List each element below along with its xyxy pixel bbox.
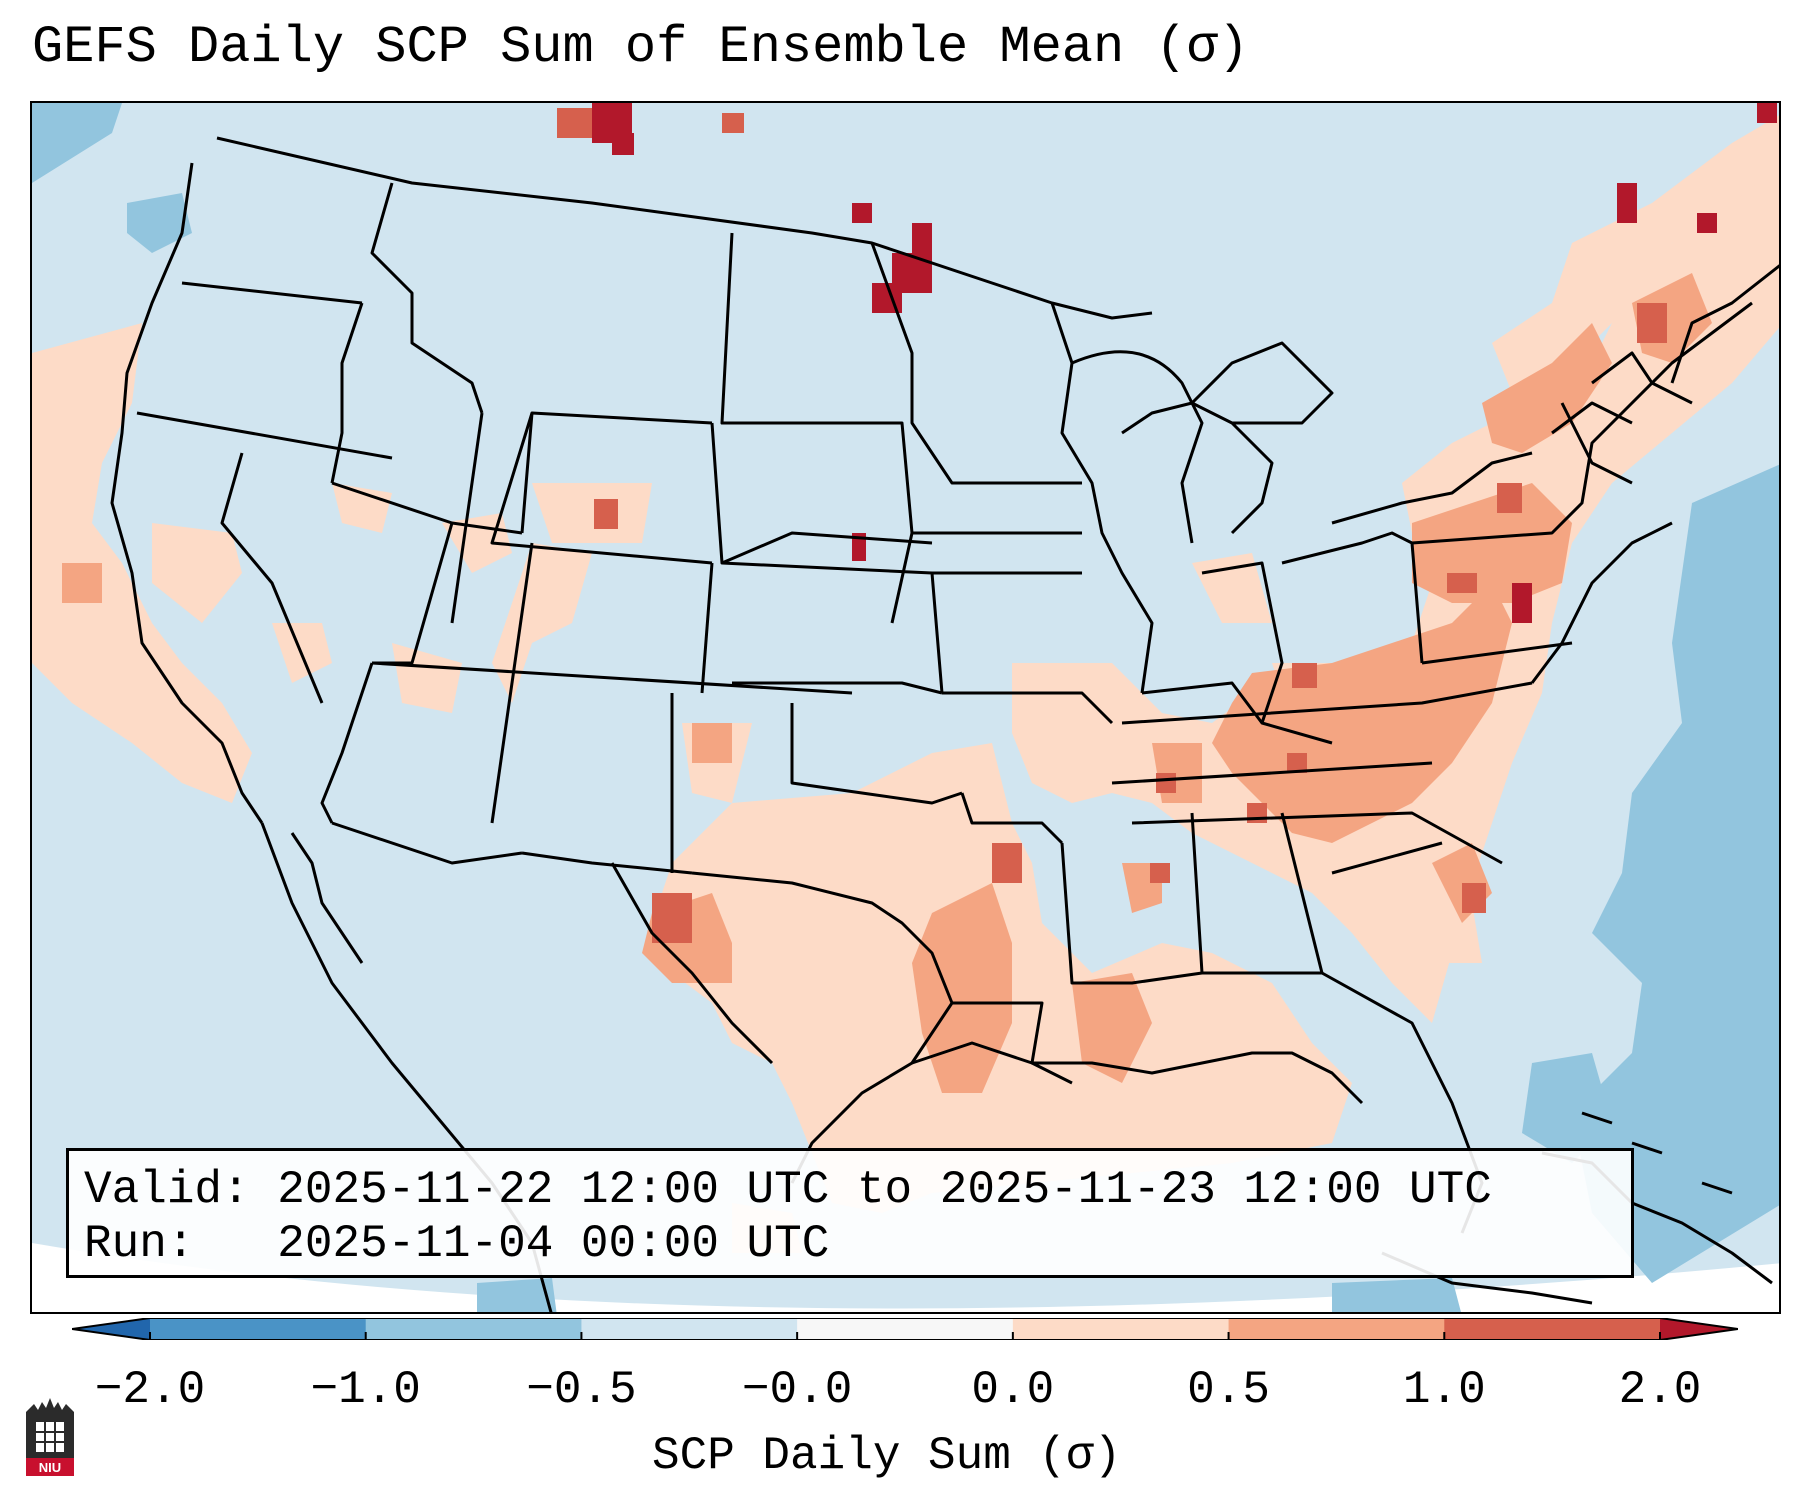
colorbar-bin [1012, 1318, 1230, 1340]
logo-text: NIU [39, 1460, 61, 1475]
projection-edge [32, 1243, 1779, 1312]
colorbar-tick-label: 0.0 [971, 1364, 1055, 1416]
state-boundaries [110, 136, 1779, 1312]
strong-positive-cells [557, 108, 1667, 943]
niu-logo-icon: NIU [26, 1398, 74, 1476]
colorbar-bin [1444, 1318, 1661, 1340]
colorbar-tick-label: −0.5 [526, 1364, 637, 1416]
colorbar-tick-label: −1.0 [310, 1364, 421, 1416]
colorbar-tick-marks [149, 1332, 1661, 1340]
colorbar-under-extension [72, 1318, 150, 1340]
colorbar-tick-label: −2.0 [94, 1364, 206, 1416]
colorbar-tick-label: −0.0 [741, 1364, 853, 1416]
colorbar-over-extension [1660, 1318, 1738, 1340]
colorbar-tick-label: 2.0 [1618, 1364, 1702, 1416]
scp-map [32, 103, 1779, 1312]
colorbar-bin [581, 1318, 798, 1340]
colorbar-bins [150, 1318, 1661, 1340]
colorbar-bin [797, 1318, 1014, 1340]
chart-title: GEFS Daily SCP Sum of Ensemble Mean (σ) [32, 18, 1249, 77]
valid-label: Valid: [84, 1164, 250, 1216]
run-label: Run: [84, 1218, 195, 1270]
valid-line: Valid: 2025-11-22 12:00 UTC to 2025-11-2… [84, 1163, 1616, 1217]
negative-anomaly-regions [32, 103, 1779, 1312]
map-panel [30, 101, 1781, 1314]
colorbar-label: SCP Daily Sum (σ) [652, 1430, 1122, 1482]
colorbar-tick-label: 0.5 [1187, 1364, 1270, 1416]
colorbar-bin [1228, 1318, 1445, 1340]
colorbar-bin [150, 1318, 367, 1340]
colorbar-tick-label: 1.0 [1402, 1364, 1486, 1416]
run-line: Run: 2025-11-04 00:00 UTC [84, 1217, 1616, 1271]
valid-value: 2025-11-22 12:00 UTC to 2025-11-23 12:00… [277, 1164, 1492, 1216]
valid-run-info-box: Valid: 2025-11-22 12:00 UTC to 2025-11-2… [66, 1148, 1634, 1278]
colorbar-bin [365, 1318, 582, 1340]
colorbar [72, 1318, 1738, 1340]
run-value: 2025-11-04 00:00 UTC [277, 1218, 830, 1270]
